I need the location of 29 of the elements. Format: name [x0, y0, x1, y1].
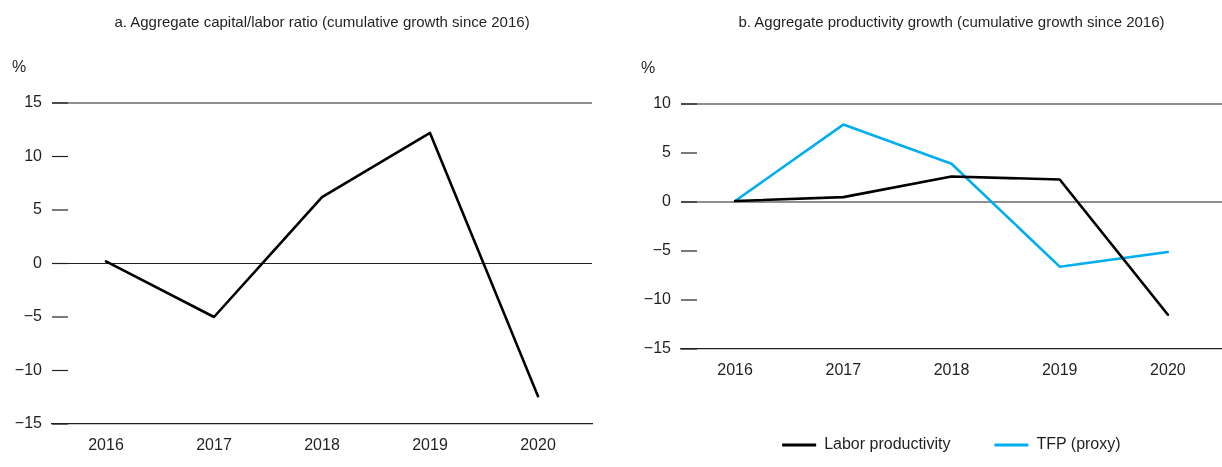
chart-title: b. Aggregate productivity growth (cumulative growth since 2016) [738, 13, 1165, 31]
x-tick-label: 2019 [1041, 361, 1078, 379]
chart-title: a. Aggregate capital/labor ratio (cumulative growth since 2016) [114, 13, 530, 31]
y-tick-label: −15 [14, 414, 43, 432]
y-tick-label: 5 [662, 143, 672, 161]
legend-label: Labor productivity [824, 435, 951, 453]
x-tick-label: 2017 [825, 361, 862, 379]
y-tick-label: −10 [643, 290, 672, 308]
y-tick-label: 0 [662, 192, 672, 210]
y-tick-label: −5 [23, 307, 43, 325]
x-tick-label: 2016 [88, 436, 124, 454]
x-tick-label: 2020 [1150, 361, 1186, 379]
x-tick-label: 2019 [412, 436, 448, 454]
x-tick-label: 2017 [196, 436, 232, 454]
x-tick-label: 2018 [933, 361, 970, 379]
y-tick-label: −5 [652, 241, 672, 259]
x-tick-label: 2016 [717, 361, 753, 379]
y-tick-label: 10 [653, 94, 672, 112]
y-tick-label: 10 [24, 146, 43, 164]
y-tick-label: 5 [33, 200, 43, 218]
y-tick-label: −15 [643, 339, 672, 357]
y-axis-title: % [640, 59, 656, 77]
y-tick-label: 15 [24, 93, 43, 111]
legend-label: TFP (proxy) [1036, 435, 1121, 453]
y-axis-title: % [11, 58, 27, 76]
x-tick-label: 2018 [304, 436, 340, 454]
y-tick-label: −10 [14, 360, 43, 378]
x-tick-label: 2020 [520, 436, 556, 454]
y-tick-label: 0 [33, 253, 43, 271]
